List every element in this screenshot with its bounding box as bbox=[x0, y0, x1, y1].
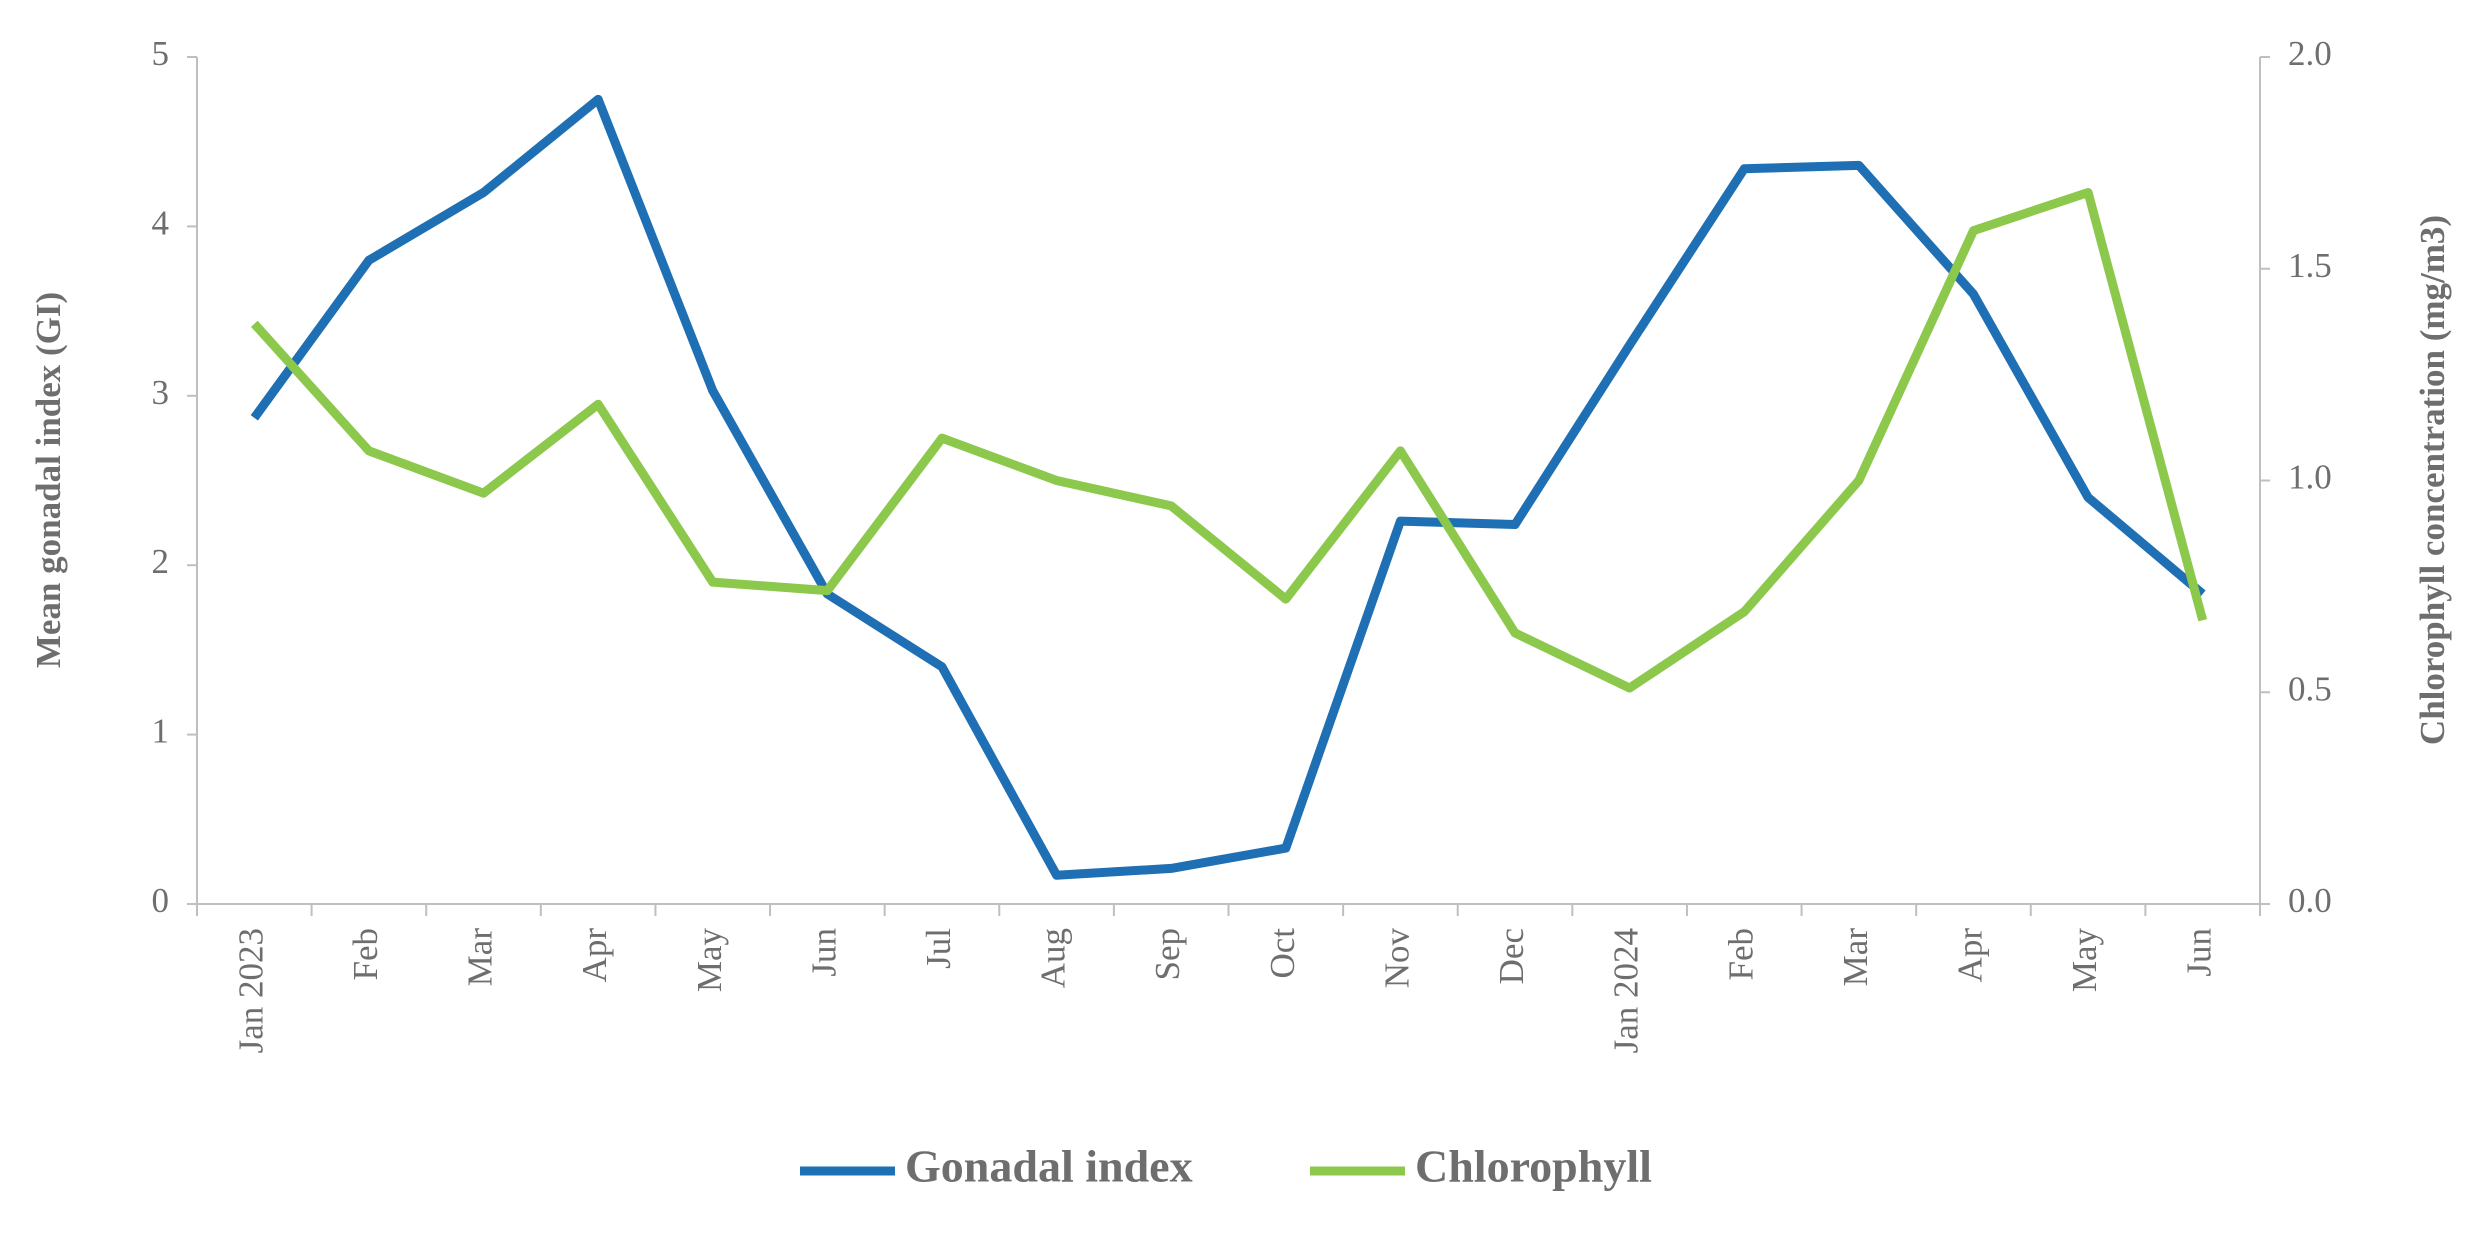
line-series bbox=[250, 188, 2208, 693]
y-tick-label: 5 bbox=[152, 34, 170, 73]
legend-label: Chlorophyll bbox=[1415, 1141, 1652, 1192]
x-tick-label: Feb bbox=[346, 928, 385, 981]
x-tick-label: Nov bbox=[1377, 928, 1416, 989]
y-tick-label: 1 bbox=[152, 712, 170, 751]
x-tick-label: Sep bbox=[1148, 928, 1187, 981]
x-tick-label: Apr bbox=[575, 928, 614, 983]
y-tick-label: 0 bbox=[152, 881, 170, 920]
x-tick-label: Apr bbox=[1951, 928, 1990, 983]
y-tick-label: 3 bbox=[152, 373, 170, 412]
legend-label: Gonadal index bbox=[905, 1141, 1193, 1192]
y2-tick-label: 0.0 bbox=[2288, 881, 2332, 920]
x-tick-label: Aug bbox=[1034, 928, 1073, 988]
y2-axis-title: Chlorophyll concentration (mg/m3) bbox=[2413, 215, 2452, 745]
y2-tick-label: 2.0 bbox=[2288, 34, 2332, 73]
x-tick-label: Jun bbox=[804, 928, 843, 977]
x-tick-label: Jan 2023 bbox=[231, 928, 270, 1053]
y2-tick-label: 0.5 bbox=[2288, 669, 2332, 708]
x-tick-label: Feb bbox=[1721, 928, 1760, 981]
y-axis-title: Mean gonadal index (GI) bbox=[29, 292, 68, 668]
x-tick-label: Dec bbox=[1492, 928, 1531, 984]
y2-tick-label: 1.5 bbox=[2288, 246, 2332, 285]
x-tick-label: Mar bbox=[1836, 928, 1875, 987]
x-tick-label: Jul bbox=[919, 928, 958, 969]
x-tick-label: Jun bbox=[2180, 928, 2219, 977]
y2-tick-label: 1.0 bbox=[2288, 458, 2332, 497]
x-tick-label: Oct bbox=[1263, 928, 1302, 979]
x-tick-label: May bbox=[690, 928, 729, 993]
line-series bbox=[250, 94, 2206, 880]
x-tick-label: May bbox=[2065, 928, 2104, 993]
x-tick-label: Mar bbox=[461, 928, 500, 987]
x-tick-label: Jan 2024 bbox=[1607, 928, 1646, 1053]
y-tick-label: 2 bbox=[152, 542, 170, 581]
y-tick-label: 4 bbox=[152, 203, 170, 242]
